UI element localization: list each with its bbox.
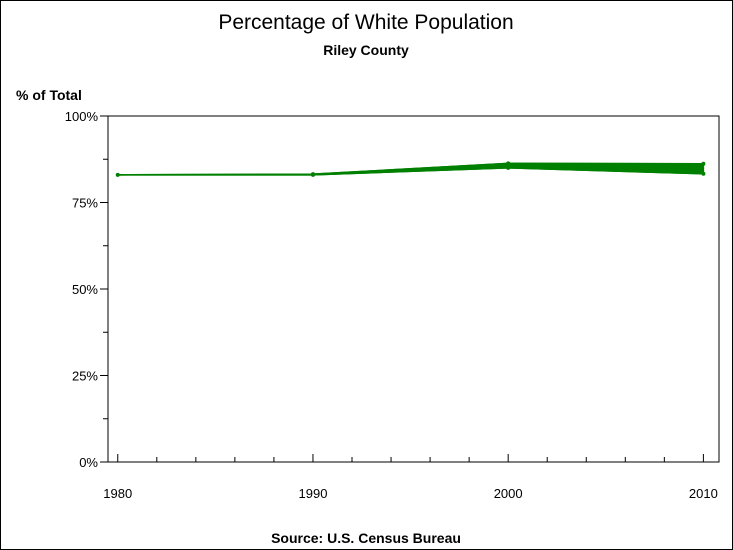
data-point-marker: [506, 165, 511, 170]
series-lower-line: [117, 167, 704, 176]
x-tick-label: 2010: [689, 486, 718, 501]
x-tick-label: 1980: [103, 486, 132, 501]
x-axis: 1980 1990 2000 2010: [103, 454, 718, 501]
data-point-marker: [115, 172, 120, 177]
data-point-marker: [701, 171, 706, 176]
data-point-marker: [506, 161, 511, 166]
x-tick-label: 2000: [494, 486, 523, 501]
series-layer: [115, 161, 706, 177]
y-axis-label: % of Total: [16, 87, 82, 103]
x-tick-label: 1990: [299, 486, 328, 501]
y-tick-label: 50%: [72, 282, 98, 297]
chart-subtitle: Riley County: [323, 42, 409, 58]
y-axis: 0% 25% 50% 75% 100%: [65, 109, 108, 470]
y-tick-label: 75%: [72, 196, 98, 211]
source-footnote: Source: U.S. Census Bureau: [271, 530, 461, 546]
chart-title: Percentage of White Population: [218, 11, 513, 34]
data-point-marker: [701, 161, 706, 166]
y-tick-label: 100%: [65, 109, 99, 124]
data-point-marker: [310, 172, 315, 177]
y-tick-label: 25%: [72, 369, 98, 384]
y-tick-label: 0%: [79, 455, 98, 470]
